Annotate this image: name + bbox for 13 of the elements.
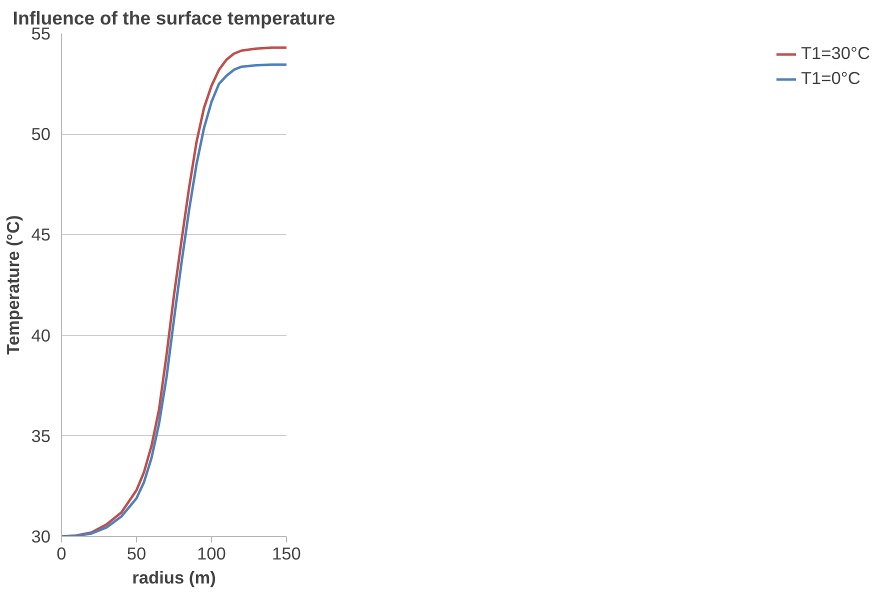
y-tick-label: 50 bbox=[31, 124, 51, 144]
y-tick-label: 40 bbox=[31, 325, 51, 346]
y-tick-label: 35 bbox=[31, 426, 51, 446]
legend-label: T1=0°C bbox=[800, 68, 860, 89]
y-tick-label: 45 bbox=[31, 224, 51, 245]
legend-label: T1=30°C bbox=[800, 43, 870, 64]
y-axis-title: Temperature (°C) bbox=[3, 215, 24, 355]
x-tick-label: 50 bbox=[126, 544, 146, 564]
x-tick-label: 0 bbox=[56, 544, 66, 564]
x-tick-label: 150 bbox=[272, 544, 301, 564]
x-tick-label: 100 bbox=[197, 544, 226, 564]
y-tick-label: 30 bbox=[31, 526, 51, 546]
x-axis-title: radius (m) bbox=[132, 568, 216, 588]
